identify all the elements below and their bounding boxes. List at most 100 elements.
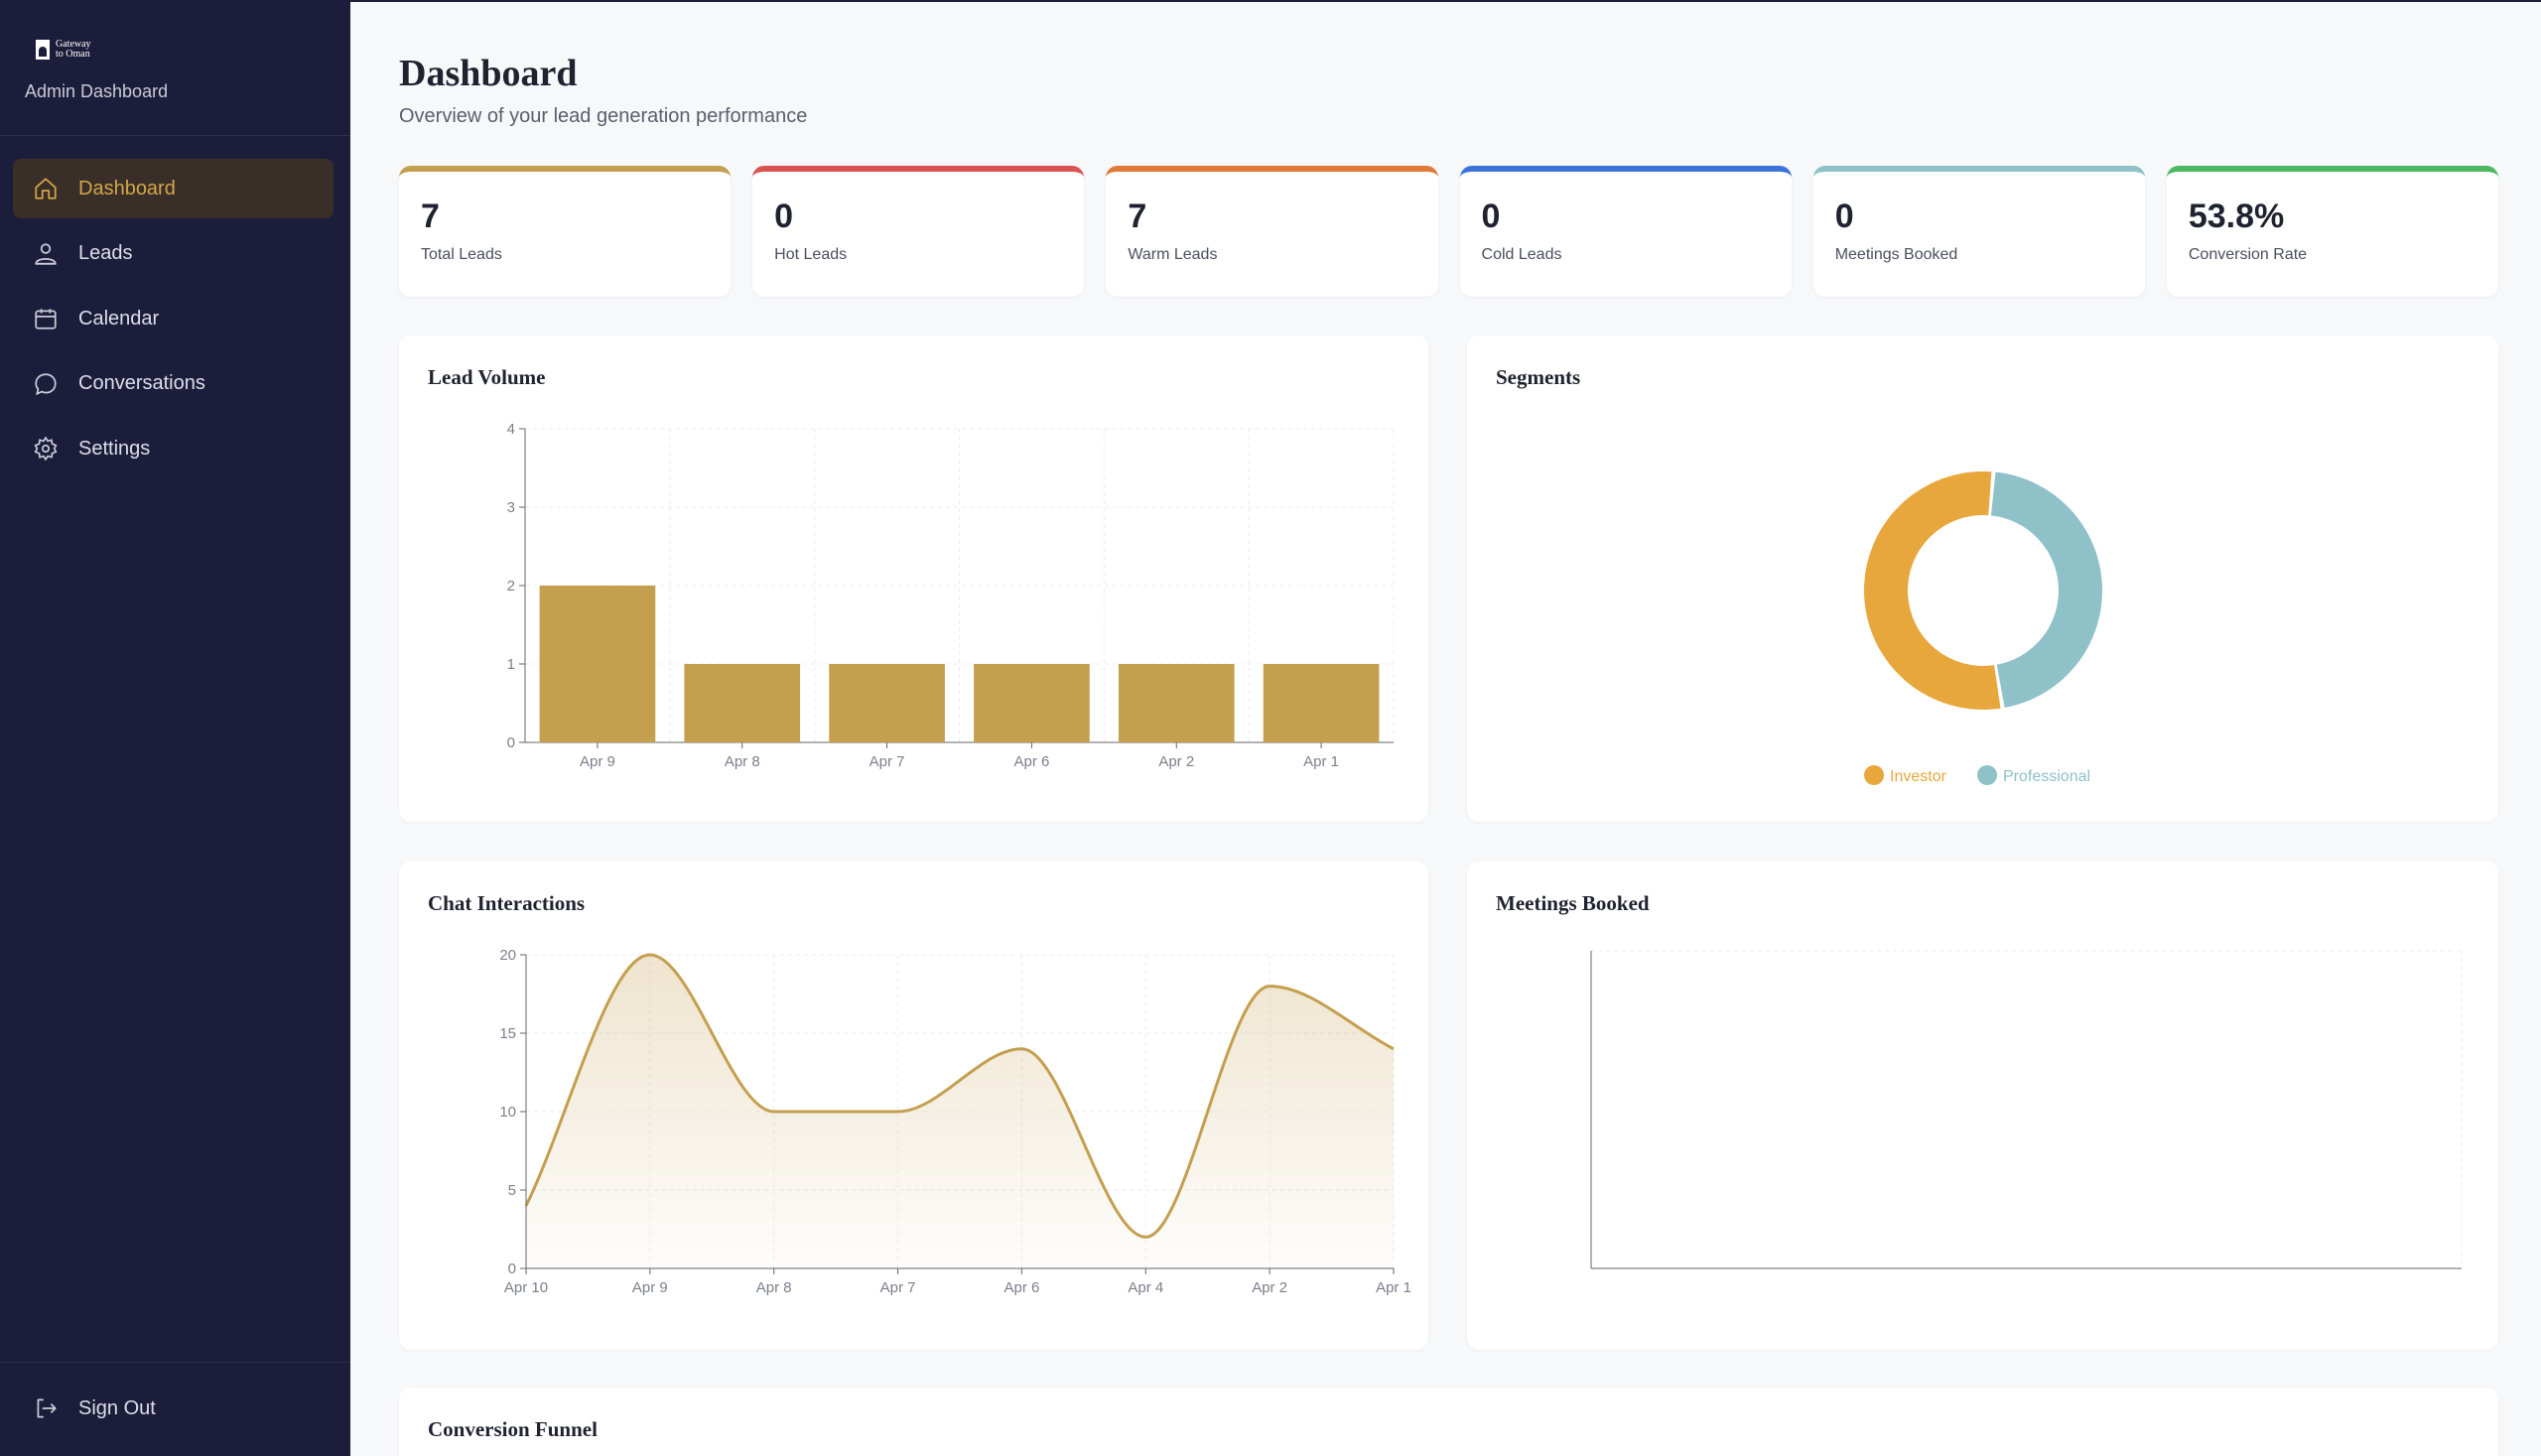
y-tick-label: 2: [507, 578, 515, 595]
users-icon: [33, 241, 59, 267]
bar: [539, 586, 656, 742]
series-line: [524, 953, 1395, 1239]
x-tick-label: Apr 10: [504, 1279, 548, 1296]
page-subtitle: Overview of your lead generation perform…: [399, 105, 808, 127]
y-tick-label: 5: [508, 1182, 516, 1199]
sidebar: Gateway to Oman Admin Dashboard Dashboar…: [0, 0, 350, 1456]
stat-card-conversion-rate: 53.8% Conversion Rate: [2166, 166, 2499, 297]
x-tick-label: Apr 6: [1003, 1279, 1039, 1296]
stat-label: Cold Leads: [1481, 246, 1562, 263]
stats-row: 7 Total Leads 0 Hot Leads 7 Warm Leads 0 Col…: [399, 166, 2499, 297]
sidebar-item-calendar[interactable]: Calendar: [13, 289, 334, 348]
legend-swatch: [1864, 765, 1884, 785]
stat-label: Meetings Booked: [1834, 246, 1958, 263]
brand-line-2: to Oman: [56, 49, 90, 60]
x-tick-label: Apr 7: [880, 1279, 916, 1296]
y-tick-label: 1: [507, 656, 515, 673]
sign-out-icon: [33, 1395, 59, 1421]
legend-label: Professional: [2003, 768, 2090, 785]
card-title: Meetings Booked: [1496, 891, 1650, 915]
stat-value: 7: [1128, 198, 1147, 235]
x-tick-label: Apr 6: [1013, 753, 1049, 770]
sidebar-item-label: Calendar: [78, 307, 160, 330]
pie-slice: [1864, 471, 2001, 710]
meetings-booked-chart: [1590, 950, 2463, 1269]
brand-line-1: Gateway: [56, 39, 91, 50]
x-tick-label: Apr 2: [1158, 753, 1194, 770]
stat-card-meetings-booked: 0 Meetings Booked: [1812, 166, 2145, 297]
sidebar-nav: Dashboard Leads Calendar Conversations S…: [13, 159, 334, 484]
card-title: Segments: [1496, 365, 1581, 389]
gear-icon: [33, 436, 59, 462]
sidebar-item-dashboard[interactable]: Dashboard: [13, 159, 334, 218]
x-tick-label: Apr 9: [580, 753, 615, 770]
x-tick-label: Apr 9: [632, 1279, 668, 1296]
lead-volume-chart: 0 1 2 3 4 Apr 9 Apr 8 Apr 7 Apr 6 Apr 2 Apr 1: [507, 421, 1395, 770]
y-tick-label: 20: [499, 947, 516, 964]
bar: [829, 664, 945, 742]
brand-logo[interactable]: Gateway to Oman: [36, 40, 91, 60]
conversion-funnel-card: Conversion Funnel: [399, 1388, 2498, 1456]
stat-card-hot-leads: 0 Hot Leads: [752, 166, 1085, 297]
home-icon: [33, 176, 59, 201]
y-tick-label: 0: [508, 1260, 516, 1277]
stat-value: 0: [1834, 198, 1854, 235]
segments-card: Segments Investor Professional: [1467, 335, 2498, 822]
stat-label: Conversion Rate: [2188, 246, 2308, 263]
bar: [684, 664, 801, 742]
pie-slice: [1990, 471, 2102, 709]
y-tick-label: 10: [499, 1104, 516, 1121]
sidebar-divider: [0, 135, 350, 136]
chat-interactions-card: Chat Interactions 0 5 10 15 20 Apr 10 Apr 9 Apr…: [399, 861, 1428, 1350]
stat-value: 0: [1481, 198, 1501, 235]
stat-value: 0: [774, 198, 794, 235]
card-title: Chat Interactions: [428, 891, 586, 915]
stat-value: 7: [421, 198, 440, 235]
x-tick-label: Apr 1: [1303, 753, 1339, 770]
sidebar-item-settings[interactable]: Settings: [13, 419, 334, 478]
stat-label: Total Leads: [421, 246, 502, 263]
sidebar-item-label: Leads: [78, 242, 133, 264]
chat-interactions-chart: 0 5 10 15 20 Apr 10 Apr 9 Apr 8 Apr 7 Apr 6 Apr 4 A…: [499, 947, 1411, 1296]
bar: [1118, 664, 1235, 742]
sidebar-divider-bottom: [0, 1362, 350, 1363]
x-tick-label: Apr 8: [756, 1279, 792, 1296]
x-tick-label: Apr 7: [869, 753, 905, 770]
sign-out-label: Sign Out: [78, 1396, 156, 1419]
y-tick-label: 3: [507, 499, 515, 516]
x-tick-label: Apr 4: [1128, 1279, 1163, 1296]
card-title: Lead Volume: [428, 365, 546, 389]
bar: [1263, 664, 1380, 742]
main-content: Dashboard Overview of your lead generati…: [350, 0, 2541, 1456]
stat-value: 53.8%: [2188, 198, 2285, 235]
sign-out-button[interactable]: Sign Out: [33, 1395, 156, 1421]
stat-card-warm-leads: 7 Warm Leads: [1106, 166, 1438, 297]
segments-chart: Investor Professional: [1864, 471, 2102, 785]
y-tick-label: 4: [507, 421, 515, 438]
top-border: [0, 0, 2541, 2]
chat-bubble-icon: [33, 371, 59, 397]
sidebar-item-conversations[interactable]: Conversations: [13, 354, 334, 414]
calendar-icon: [33, 306, 59, 331]
stat-card-cold-leads: 0 Cold Leads: [1459, 166, 1792, 297]
bar: [974, 664, 1090, 742]
x-tick-label: Apr 1: [1376, 1279, 1411, 1296]
lead-volume-card: Lead Volume 0 1 2 3 4 Apr 9 Apr 8 Apr 7 Apr 6 Apr…: [399, 335, 1428, 822]
sidebar-item-leads[interactable]: Leads: [13, 224, 334, 284]
y-tick-label: 15: [499, 1025, 516, 1042]
logo-mark-icon: [36, 40, 50, 60]
stat-label: Hot Leads: [774, 246, 848, 263]
brand-subtitle: Admin Dashboard: [25, 81, 169, 101]
legend-swatch: [1977, 765, 1997, 785]
meetings-booked-card: Meetings Booked: [1467, 861, 2498, 1350]
y-tick-label: 0: [507, 734, 515, 751]
x-tick-label: Apr 2: [1252, 1279, 1287, 1296]
stat-card-total-leads: 7 Total Leads: [399, 166, 732, 297]
sidebar-item-label: Conversations: [78, 372, 205, 394]
page-title: Dashboard: [399, 53, 578, 94]
stat-label: Warm Leads: [1128, 246, 1218, 263]
card-title: Conversion Funnel: [428, 1417, 598, 1441]
x-tick-label: Apr 8: [725, 753, 760, 770]
sidebar-item-label: Settings: [78, 437, 151, 460]
sidebar-item-label: Dashboard: [78, 177, 176, 199]
